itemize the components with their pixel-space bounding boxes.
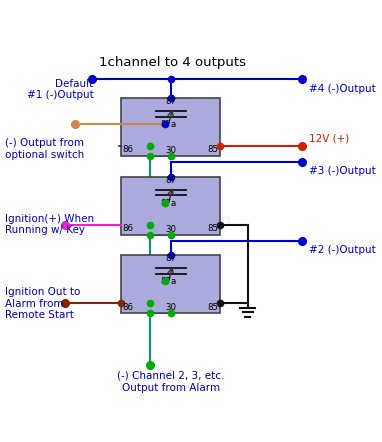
Text: 87a: 87a [160,120,176,129]
Text: Ignition Out to
Alarm from
Remote Start: Ignition Out to Alarm from Remote Start [5,287,80,320]
Text: the12v.com: the12v.com [126,212,232,230]
Text: Ignition(+) When
Running w/ Key: Ignition(+) When Running w/ Key [5,213,94,235]
Text: 85: 85 [207,145,219,154]
Text: 30: 30 [165,303,176,312]
Text: Default
#1 (-)Output: Default #1 (-)Output [27,79,94,100]
Text: 85: 85 [207,224,219,233]
Text: #2 (-)Output: #2 (-)Output [309,245,376,255]
Text: 86: 86 [123,303,134,312]
Text: 87: 87 [165,254,176,263]
Text: 12V (+): 12V (+) [309,134,350,144]
Text: 30: 30 [165,225,176,234]
Text: 87a: 87a [160,278,176,286]
Text: 30: 30 [165,146,176,155]
Bar [121,98,220,156]
Text: 85: 85 [207,303,219,312]
Text: 86: 86 [123,224,134,233]
Bar [121,255,220,313]
Text: #3 (-)Output: #3 (-)Output [309,166,376,176]
Text: #4 (-)Output: #4 (-)Output [309,84,376,94]
Text: 87: 87 [165,175,176,185]
Text: 86: 86 [123,145,134,154]
Text: (-) Channel 2, 3, etc.
Output from Alarm: (-) Channel 2, 3, etc. Output from Alarm [117,371,224,392]
Text: 1channel to 4 outputs: 1channel to 4 outputs [99,56,246,69]
Text: 87a: 87a [160,199,176,208]
Text: (-) Output from
optional switch: (-) Output from optional switch [5,138,84,160]
Text: 87: 87 [165,97,176,106]
Bar [121,176,220,235]
